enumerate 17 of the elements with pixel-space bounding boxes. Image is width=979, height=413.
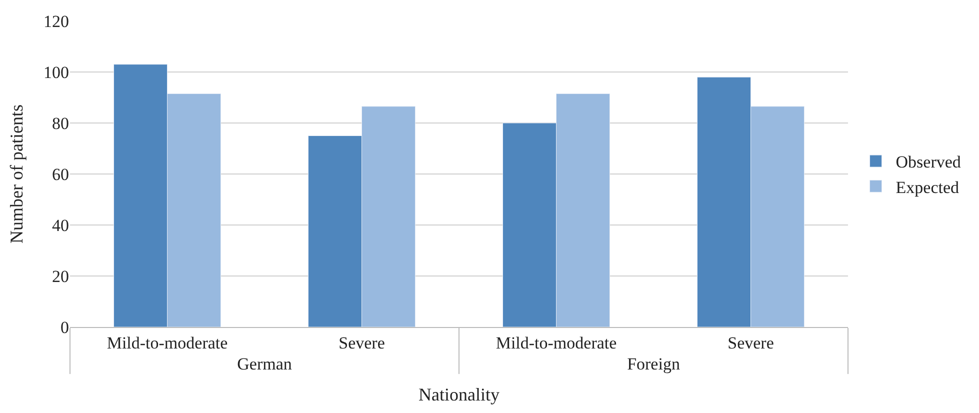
legend-label: Observed <box>896 152 962 172</box>
text: Foreign <box>627 354 680 374</box>
x-tick-label: Severe <box>338 333 385 352</box>
y-tick-label: 40 <box>52 216 69 235</box>
y-tick-label: 0 <box>60 318 69 337</box>
y-tick-label: 120 <box>44 12 69 31</box>
y-tick-label: 20 <box>52 266 69 286</box>
x-tick-label: Severe <box>728 333 774 352</box>
text: German <box>237 354 292 374</box>
legend-label: Expected <box>896 178 960 197</box>
x-tick-label: Mild-to-moderate <box>496 333 617 352</box>
x-tick-label: Mild-to-moderate <box>106 333 228 352</box>
y-axis-title: Number of patients <box>6 104 27 244</box>
x-axis-title: Nationality <box>418 384 500 404</box>
y-tick-label: 80 <box>52 114 69 133</box>
y-tick-label: 60 <box>52 164 69 184</box>
y-tick-label: 100 <box>44 62 69 82</box>
